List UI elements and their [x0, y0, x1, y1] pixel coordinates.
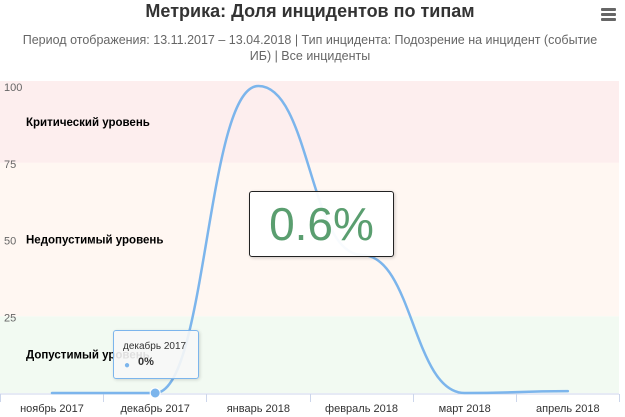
chart-subtitle: Период отображения: 13.11.2017 – 13.04.2… — [22, 33, 598, 63]
chart-tooltip: декабрь 2017 ● 0% — [113, 330, 199, 379]
x-tick-label-4: март 2018 — [439, 403, 491, 415]
tooltip-value: 0% — [138, 356, 154, 368]
x-tick-label-3: февраль 2018 — [325, 403, 398, 415]
x-tick-label-1: декабрь 2017 — [120, 403, 189, 415]
data-point-2[interactable] — [254, 82, 262, 90]
data-point-4[interactable] — [461, 389, 469, 397]
data-point-0[interactable] — [48, 389, 56, 397]
hamburger-menu-icon[interactable] — [596, 3, 620, 25]
band-label-1: Недопустимый уровень — [26, 235, 163, 247]
band-label-2: Критический уровень — [26, 117, 150, 129]
data-point-1[interactable] — [149, 387, 161, 399]
data-point-5[interactable] — [564, 387, 572, 395]
y-tick-label-2: 75 — [4, 159, 16, 171]
plot-band-2 — [0, 81, 619, 163]
y-tick-label-1: 50 — [4, 236, 16, 248]
tooltip-series-dot-icon: ● — [124, 360, 131, 371]
x-tick-label-5: апрель 2018 — [536, 403, 600, 415]
plot-band-0 — [0, 316, 619, 393]
tooltip-category: декабрь 2017 — [123, 341, 187, 352]
y-tick-label-0: 25 — [4, 312, 16, 324]
big-value-box: 0.6% — [249, 191, 394, 257]
x-tick-label-2: январь 2018 — [227, 403, 290, 415]
y-tick-label-3: 100 — [4, 82, 22, 94]
x-tick-label-0: ноябрь 2017 — [20, 403, 84, 415]
chart-title: Метрика: Доля инцидентов по типам — [145, 1, 475, 21]
